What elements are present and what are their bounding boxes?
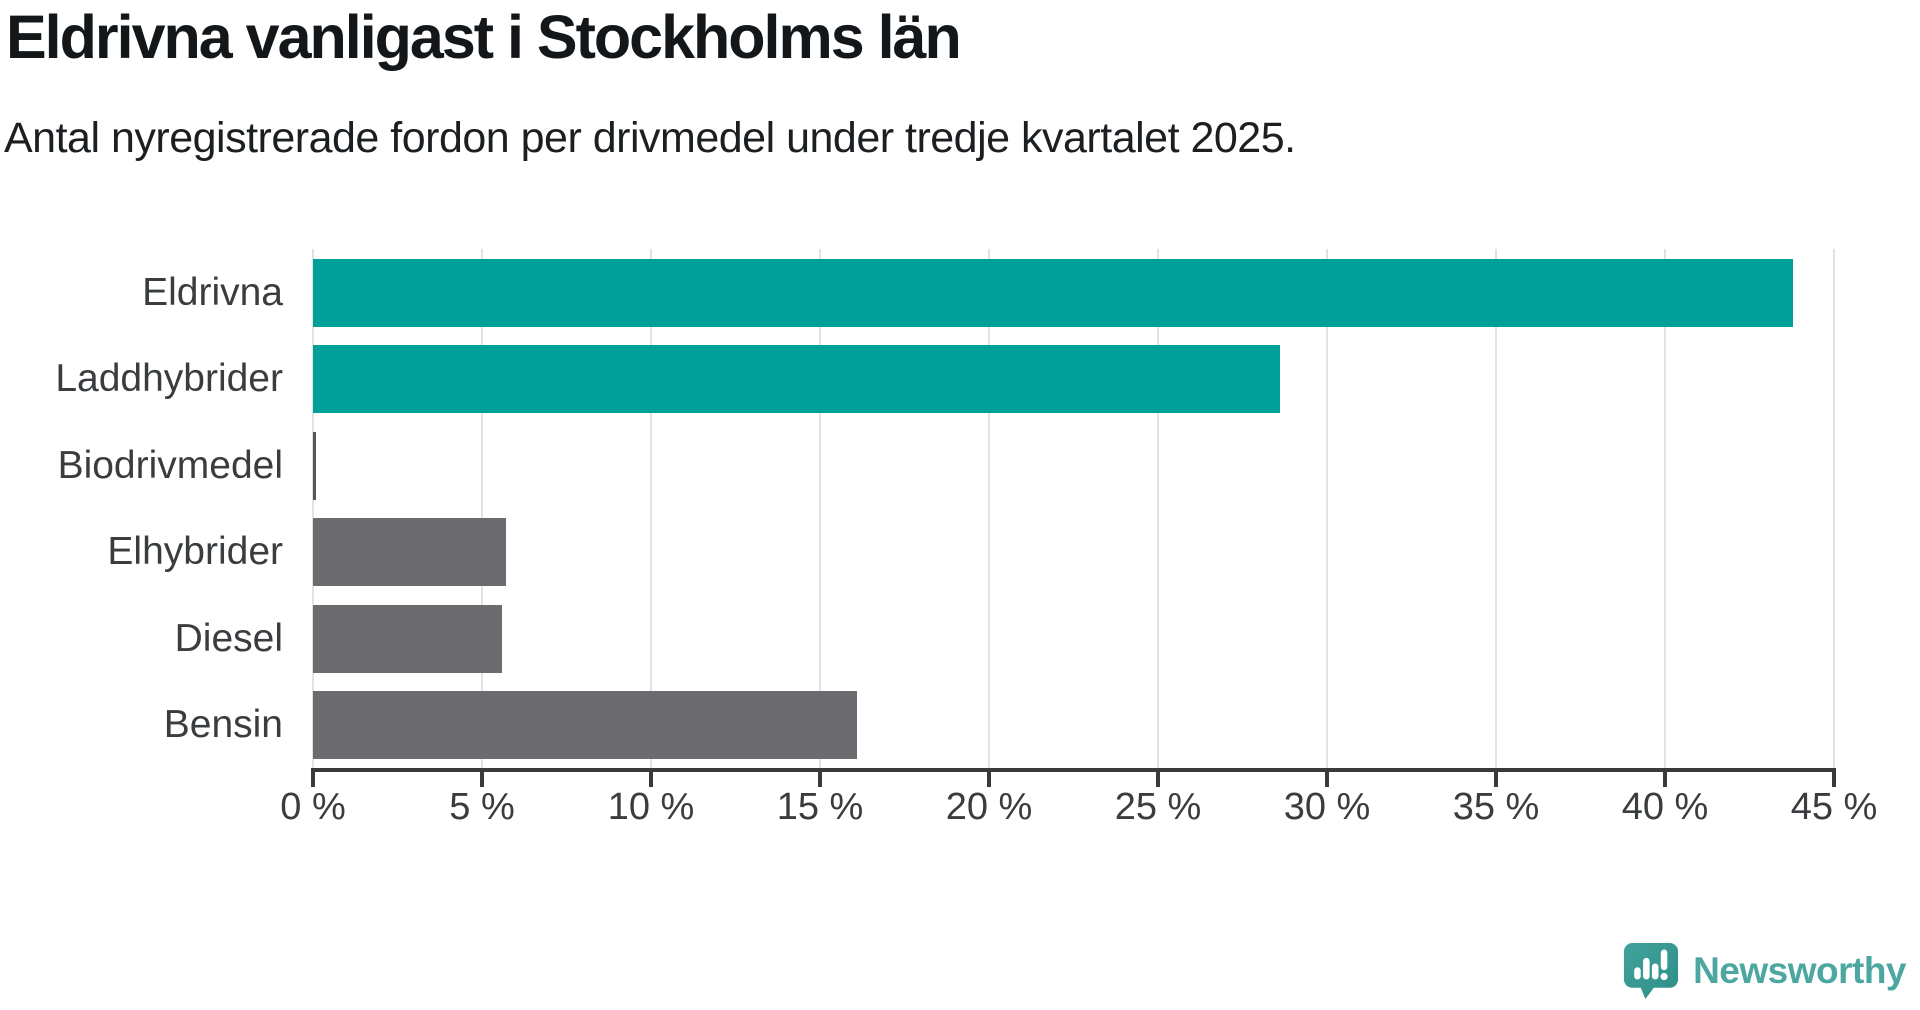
gridline-25 bbox=[1157, 249, 1159, 768]
category-label-laddhybrider: Laddhybrider bbox=[55, 357, 283, 400]
category-label-elhybrider: Elhybrider bbox=[107, 530, 283, 573]
x-axis-tick-label-40: 40 % bbox=[1621, 786, 1709, 828]
x-axis-tick-40 bbox=[1663, 772, 1667, 787]
bar-diesel bbox=[313, 605, 503, 673]
x-axis-tick-label-15: 15 % bbox=[776, 786, 864, 828]
category-label-biodrivmedel: Biodrivmedel bbox=[57, 444, 283, 487]
bar-laddhybrider bbox=[313, 345, 1280, 413]
x-axis-tick-5 bbox=[480, 772, 484, 787]
bar-eldrivna bbox=[313, 259, 1794, 327]
gridline-45 bbox=[1833, 249, 1835, 768]
x-axis-tick-35 bbox=[1494, 772, 1498, 787]
gridline-20 bbox=[988, 249, 990, 768]
gridline-5 bbox=[481, 249, 483, 768]
x-axis-tick-20 bbox=[987, 772, 991, 787]
gridline-30 bbox=[1326, 249, 1328, 768]
bar-biodrivmedel bbox=[313, 432, 317, 500]
x-axis-tick-45 bbox=[1832, 772, 1836, 787]
x-axis-tick-label-35: 35 % bbox=[1452, 786, 1540, 828]
chart-subtitle: Antal nyregistrerade fordon per drivmede… bbox=[4, 114, 1296, 162]
newsworthy-logo-text: Newsworthy bbox=[1693, 950, 1906, 991]
x-axis-line bbox=[311, 768, 1836, 772]
gridline-10 bbox=[650, 249, 652, 768]
x-axis-tick-label-45: 45 % bbox=[1790, 786, 1878, 828]
gridline-15 bbox=[819, 249, 821, 768]
category-label-eldrivna: Eldrivna bbox=[142, 271, 283, 314]
gridline-40 bbox=[1664, 249, 1666, 768]
x-axis-tick-10 bbox=[649, 772, 653, 787]
chart-title: Eldrivna vanligast i Stockholms län bbox=[6, 3, 962, 71]
x-axis-tick-30 bbox=[1325, 772, 1329, 787]
newsworthy-bubble-icon bbox=[1623, 942, 1679, 1000]
x-axis-tick-25 bbox=[1156, 772, 1160, 787]
bar-elhybrider bbox=[313, 518, 506, 586]
x-axis-tick-label-5: 5 % bbox=[449, 786, 515, 828]
newsworthy-logo: Newsworthy bbox=[1623, 942, 1906, 1000]
category-label-bensin: Bensin bbox=[163, 703, 283, 746]
x-axis-tick-label-0: 0 % bbox=[280, 786, 346, 828]
x-axis-tick-label-30: 30 % bbox=[1283, 786, 1371, 828]
category-label-diesel: Diesel bbox=[174, 617, 283, 660]
x-axis-tick-label-10: 10 % bbox=[607, 786, 695, 828]
x-axis-tick-0 bbox=[311, 772, 315, 787]
gridline-0 bbox=[312, 249, 314, 768]
x-axis-tick-label-25: 25 % bbox=[1114, 786, 1202, 828]
x-axis-tick-label-20: 20 % bbox=[945, 786, 1033, 828]
bar-bensin bbox=[313, 691, 858, 759]
gridline-35 bbox=[1495, 249, 1497, 768]
x-axis-tick-15 bbox=[818, 772, 822, 787]
